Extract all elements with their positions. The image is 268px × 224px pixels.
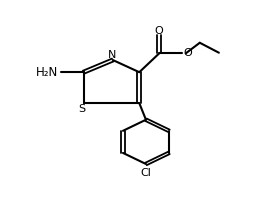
Text: Cl: Cl <box>140 168 151 178</box>
Text: N: N <box>108 50 116 60</box>
Text: O: O <box>155 26 163 36</box>
Text: H₂N: H₂N <box>36 66 58 79</box>
Text: S: S <box>79 104 85 114</box>
Text: O: O <box>184 48 193 58</box>
